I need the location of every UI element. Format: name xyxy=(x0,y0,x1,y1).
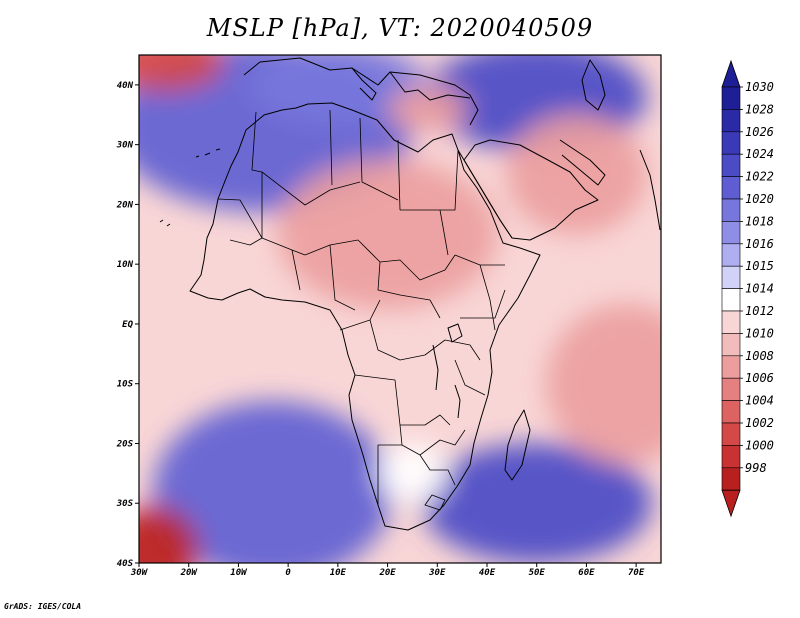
border-lines-central xyxy=(339,239,456,361)
lake-malawi xyxy=(454,384,461,419)
cape-verde xyxy=(159,219,171,227)
colorbar-swatch xyxy=(721,265,741,289)
pressure-system-eastern-mediterranean-low xyxy=(387,86,468,131)
colorbar-label: 1018 xyxy=(745,214,774,228)
pressure-system-indian-ocean-low xyxy=(546,303,661,464)
pressure-system-southern-africa-ridge xyxy=(377,443,448,504)
lake-victoria xyxy=(447,323,463,343)
lat-tick-label: 30N xyxy=(116,141,134,151)
colorbar-swatch xyxy=(721,445,741,469)
colorbar-swatch xyxy=(721,355,741,379)
pressure-system-st-helena-high xyxy=(153,401,394,563)
lat-tick-label: 10S xyxy=(117,380,134,390)
plot-frame xyxy=(138,54,662,564)
border-lines-north xyxy=(251,109,459,256)
india-west-coast xyxy=(639,149,661,231)
lat-tick-label: 40S xyxy=(117,559,134,569)
colorbar-swatch xyxy=(721,400,741,424)
colorbar-swatch xyxy=(721,176,741,200)
country-borders xyxy=(217,109,506,511)
lon-tick-label: 40E xyxy=(479,568,496,578)
colorbar-label: 1016 xyxy=(745,237,774,251)
lon-tick-label: 30W xyxy=(130,568,149,578)
pressure-field xyxy=(139,55,661,563)
colorbar-bottom-arrow xyxy=(721,489,741,518)
colorbar-label: 1008 xyxy=(745,349,774,363)
colorbar-label: 1006 xyxy=(745,371,774,385)
iberia-and-europe xyxy=(243,57,479,126)
map-title: MSLP [hPa], VT: 2020040509 xyxy=(206,14,594,42)
lake-tanganyika xyxy=(432,344,439,391)
border-lines-west xyxy=(217,198,359,311)
lon-tick-label: 20W xyxy=(180,568,199,578)
colorbar-label: 1015 xyxy=(745,259,774,273)
colorbar-swatch xyxy=(721,153,741,177)
red-sea xyxy=(457,149,513,239)
colorbar-label: 1030 xyxy=(745,80,774,94)
colorbar: 1030 1028 1026 1024 1022 1020 1018 1016 1015 1014… xyxy=(721,59,774,518)
colorbar-label: 998 xyxy=(745,461,767,475)
colorbar-label: 1024 xyxy=(745,147,774,161)
colorbar-label: 1002 xyxy=(745,416,774,430)
colorbar-label: 1010 xyxy=(745,326,774,340)
pressure-system-central-mediterranean-high xyxy=(247,55,428,125)
grads-credit: GrADS: IGES/COLA xyxy=(4,602,82,611)
colorbar-swatch xyxy=(721,288,741,312)
colorbar-swatch xyxy=(721,221,741,245)
colorbar-label: 1020 xyxy=(745,192,774,206)
colorbar-swatch xyxy=(721,377,741,401)
colorbar-label: 1012 xyxy=(745,304,774,318)
lon-tick-label: 70E xyxy=(628,568,645,578)
lon-tick-label: 10E xyxy=(330,568,347,578)
colorbar-label: 1004 xyxy=(745,394,774,408)
italy xyxy=(351,67,377,101)
lon-tick-label: 20E xyxy=(378,568,396,578)
lat-tick-label: 30S xyxy=(116,499,134,509)
caspian-sea xyxy=(581,59,606,111)
lat-tick-label: 40N xyxy=(117,81,134,91)
pressure-system-mascarene-high xyxy=(421,443,652,563)
lon-tick-label: 10W xyxy=(230,568,248,578)
colorbar-swatch xyxy=(721,310,741,334)
colorbar-swatch xyxy=(721,109,741,133)
lon-tick-label: 30E xyxy=(428,568,446,578)
colorbar-swatch xyxy=(721,422,741,446)
lat-tick-label: EQ xyxy=(122,320,133,330)
colorbar-swatch xyxy=(721,131,741,155)
pressure-system-sahara-thermal-low xyxy=(277,159,498,310)
colorbar-label: 1026 xyxy=(745,125,774,139)
lon-tick-label: 50E xyxy=(529,568,546,578)
canary-islands xyxy=(195,148,221,158)
lat-tick-label: 20S xyxy=(116,439,134,449)
latitude-axis: 40N 30N 20N 10N EQ 10S 20S 30S 40S xyxy=(116,81,139,569)
pressure-system-south-atlantic-low xyxy=(139,506,199,563)
lon-tick-label: 0 xyxy=(285,568,291,578)
longitude-axis: 30W 20W 10W 0 10E 20E 30E 40E 50E 60E 70E xyxy=(130,563,645,578)
colorbar-swatch xyxy=(721,86,741,110)
pressure-system-arabian-low xyxy=(506,114,647,235)
colorbar-swatch xyxy=(721,243,741,267)
colorbar-swatch xyxy=(721,198,741,222)
colorbar-swatch xyxy=(721,333,741,357)
border-lines-east xyxy=(444,254,506,396)
colorbar-label: 1014 xyxy=(745,282,774,296)
colorbar-label: 1000 xyxy=(745,438,774,452)
pressure-system-atlantic-low xyxy=(139,55,224,91)
colorbar-label: 1022 xyxy=(745,170,774,184)
lat-tick-label: 20N xyxy=(116,200,134,210)
lon-tick-label: 60E xyxy=(578,568,595,578)
coastlines-and-borders xyxy=(159,57,661,531)
africa-coastline xyxy=(189,102,541,531)
border-lines-south xyxy=(354,374,466,511)
lat-tick-label: 10N xyxy=(117,260,134,270)
colorbar-label: 1028 xyxy=(745,102,774,116)
madagascar xyxy=(504,409,531,481)
persian-gulf xyxy=(559,139,606,186)
colorbar-top-arrow xyxy=(721,59,741,88)
greece-and-turkey xyxy=(389,71,471,101)
colorbar-swatch xyxy=(721,467,741,491)
